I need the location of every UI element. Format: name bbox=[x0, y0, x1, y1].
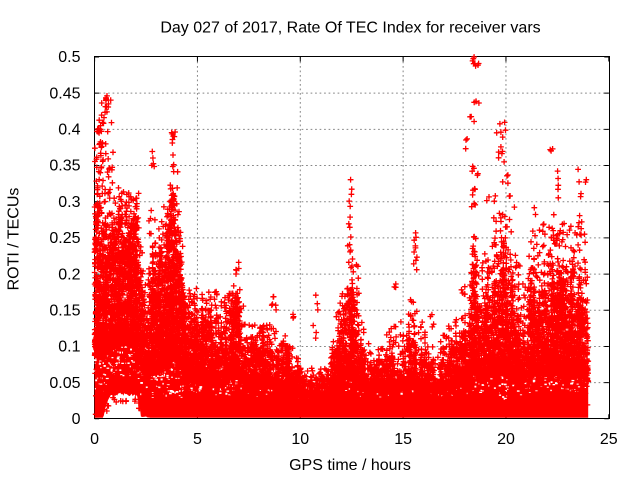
svg-text:0.4: 0.4 bbox=[58, 122, 80, 139]
svg-text:10: 10 bbox=[291, 431, 309, 448]
svg-text:0.1: 0.1 bbox=[58, 339, 80, 356]
svg-text:0.15: 0.15 bbox=[49, 303, 80, 320]
svg-text:ROTI / TECUs: ROTI / TECUs bbox=[5, 188, 22, 291]
svg-text:5: 5 bbox=[193, 431, 202, 448]
svg-text:0: 0 bbox=[72, 411, 81, 428]
svg-text:0: 0 bbox=[90, 431, 99, 448]
svg-text:0.5: 0.5 bbox=[58, 49, 80, 66]
svg-text:0.45: 0.45 bbox=[49, 85, 80, 102]
svg-text:0.25: 0.25 bbox=[49, 230, 80, 247]
svg-text:GPS time / hours: GPS time / hours bbox=[289, 457, 411, 474]
svg-text:25: 25 bbox=[600, 431, 618, 448]
svg-text:Day 027 of 2017, Rate Of TEC I: Day 027 of 2017, Rate Of TEC Index for r… bbox=[160, 20, 540, 37]
svg-text:20: 20 bbox=[497, 431, 515, 448]
svg-text:0.2: 0.2 bbox=[58, 266, 80, 283]
svg-text:15: 15 bbox=[394, 431, 412, 448]
svg-text:0.3: 0.3 bbox=[58, 194, 80, 211]
svg-text:0.05: 0.05 bbox=[49, 375, 80, 392]
svg-text:0.35: 0.35 bbox=[49, 158, 80, 175]
